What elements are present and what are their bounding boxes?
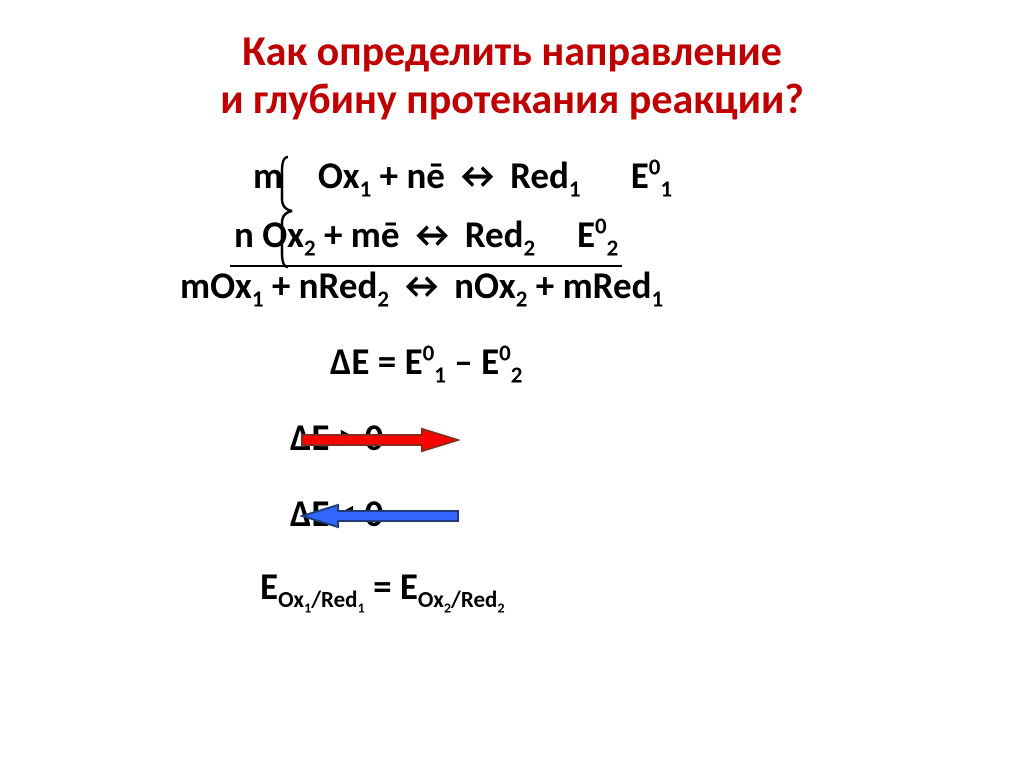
- arrow-shape: [302, 505, 458, 527]
- text: ΔE = E: [330, 339, 423, 384]
- text: + mē ↔ Red: [316, 212, 524, 257]
- text: Ox: [418, 586, 444, 614]
- sup: 0: [595, 212, 607, 240]
- text: Ox: [278, 586, 304, 614]
- brace-icon: [278, 153, 308, 269]
- sub: 1: [660, 175, 672, 203]
- sub: 1: [651, 285, 663, 313]
- subsub: 2: [497, 599, 504, 617]
- arrow-shape: [302, 429, 458, 451]
- sub: 2: [511, 361, 523, 389]
- sub: 1: [360, 175, 372, 203]
- text: E: [260, 564, 278, 609]
- arrow-right-icon: [300, 425, 460, 455]
- sub: 1: [252, 285, 264, 313]
- half-reaction-1: m Ox1 + nē ↔ Red1 E01: [0, 145, 1024, 207]
- title-line-1: Как определить направление: [242, 26, 782, 77]
- slide-title: Как определить направление и глубину про…: [0, 28, 1024, 125]
- text: ↔ nOx: [389, 263, 516, 308]
- sub-ox1red1: Ox1/Red1: [278, 586, 365, 614]
- text: – E: [446, 339, 499, 384]
- subsub: 1: [357, 599, 364, 617]
- title-line-2: и глубину протекания реакции?: [220, 74, 804, 125]
- sup: 0: [499, 339, 511, 367]
- slide: Как определить направление и глубину про…: [0, 0, 1024, 767]
- text: = E: [365, 564, 418, 609]
- text: Ox: [318, 153, 360, 198]
- subsub: 2: [444, 599, 451, 617]
- sup: 0: [423, 339, 435, 367]
- delta-e-definition: ΔE = E01 – E02: [0, 319, 1024, 395]
- half-reactions-group: m Ox1 + nē ↔ Red1 E01 n Ox2 + mē ↔ Red2 …: [0, 145, 1024, 263]
- sub-ox2red2: Ox2/Red2: [418, 586, 505, 614]
- sub: 2: [607, 234, 619, 262]
- text: E: [581, 153, 649, 198]
- condition-positive: ΔE > 0: [0, 395, 1024, 471]
- text: /Red: [311, 586, 357, 614]
- text: mOx: [180, 263, 252, 308]
- condition-negative: ΔE < 0: [0, 471, 1024, 547]
- text: E: [535, 212, 595, 257]
- sub: 1: [569, 175, 581, 203]
- sub: 2: [377, 285, 389, 313]
- equilibrium-condition: EOx1/Red1 = EOx2/Red2: [0, 547, 1024, 619]
- text: + nRed: [264, 263, 378, 308]
- sup: 0: [649, 153, 661, 181]
- overall-reaction: mOx1 + nRed2 ↔ nOx2 + mRed1: [0, 263, 1024, 319]
- sub: 1: [434, 361, 446, 389]
- sub: 2: [524, 234, 536, 262]
- content: m Ox1 + nē ↔ Red1 E01 n Ox2 + mē ↔ Red2 …: [0, 145, 1024, 619]
- text: + nē ↔ Red: [371, 153, 569, 198]
- sub: 2: [516, 285, 528, 313]
- arrow-left-icon: [300, 501, 460, 531]
- text: /Red: [451, 586, 497, 614]
- half-reaction-2: n Ox2 + mē ↔ Red2 E02: [0, 207, 1024, 263]
- text: + mRed: [527, 263, 651, 308]
